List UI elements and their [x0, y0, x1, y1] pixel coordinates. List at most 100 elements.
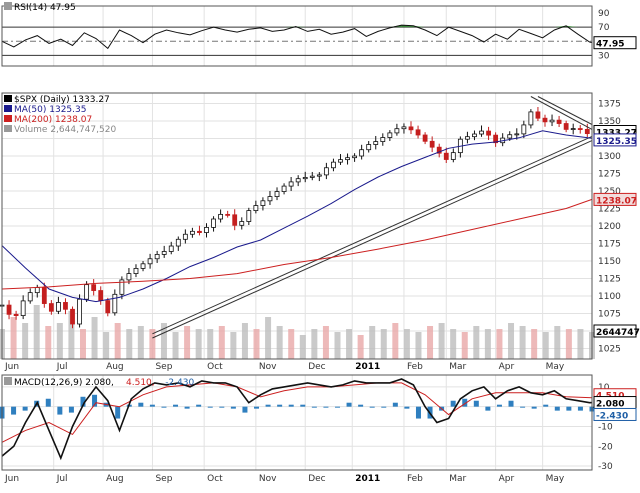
price-candle-body	[359, 149, 365, 157]
macd-value-tag: 2.080	[596, 400, 624, 410]
price-value-tag: 1325.35	[596, 137, 637, 147]
y-tick-label: 10	[598, 383, 610, 393]
price-candle-body	[408, 126, 414, 131]
price-candle-body	[493, 134, 499, 144]
macd-x-label: Nov	[259, 474, 277, 484]
macd-legend-label: 4.510,	[126, 378, 155, 388]
volume-bar	[322, 326, 329, 359]
macd-histogram-bar	[334, 406, 340, 408]
price-candle-body	[84, 284, 90, 300]
rsi-tick-label: 70	[598, 23, 610, 33]
rsi-overbought-fill	[566, 25, 578, 28]
macd-histogram-bar	[300, 404, 306, 407]
volume-bar	[346, 329, 353, 359]
trend-line-upper-2	[537, 96, 593, 125]
price-candle-body	[415, 129, 421, 136]
price-value-tag-box	[593, 192, 637, 206]
macd-histogram-bar	[288, 404, 294, 407]
y-tick-label: -30	[598, 462, 613, 472]
price-candle-body	[260, 200, 266, 206]
rsi-value-tag-box	[593, 36, 637, 50]
price-candle-body	[521, 124, 527, 135]
macd-histogram-bar	[520, 406, 526, 408]
price-candle-body	[535, 111, 541, 119]
volume-bar	[149, 329, 156, 359]
price-candle-body	[133, 268, 139, 275]
macd-histogram-bar	[358, 404, 364, 407]
y-tick-label: 1350	[598, 117, 621, 127]
price-legend-swatch	[4, 115, 12, 122]
price-candle-body	[27, 292, 33, 302]
volume-bar	[103, 332, 110, 359]
rsi-panel-frame	[1, 5, 593, 67]
macd-histogram-bar	[207, 406, 213, 408]
volume-bar	[230, 332, 237, 359]
macd-histogram-bar	[254, 406, 260, 409]
price-candle-body	[105, 300, 111, 314]
price-candle-body	[323, 167, 329, 176]
price-legend-swatch	[4, 125, 12, 132]
macd-histogram-bar	[68, 406, 74, 413]
y-tick-label: 1150	[598, 257, 621, 267]
price-candle-body	[232, 214, 238, 226]
price-candle-body	[563, 123, 569, 130]
price-candle-body	[6, 304, 12, 315]
price-candle-body	[338, 159, 343, 163]
volume-bar	[519, 326, 526, 359]
price-candle-body	[345, 157, 350, 161]
price-candle-body	[514, 133, 520, 136]
price-candle-body	[584, 128, 590, 134]
volume-bar	[554, 326, 561, 359]
y-tick-label: 1225	[598, 205, 621, 215]
macd-histogram-bar	[531, 406, 537, 409]
volume-bar	[299, 335, 306, 359]
price-candle-body	[309, 175, 315, 178]
volume-bar	[392, 323, 399, 359]
macd-histogram-bar	[311, 406, 317, 408]
macd-histogram-bar	[404, 406, 410, 409]
price-candle-body	[119, 279, 125, 295]
price-candle-body	[112, 293, 118, 314]
macd-x-label: May	[546, 474, 565, 484]
macd-histogram-bar	[462, 398, 468, 407]
price-candle-body	[394, 128, 400, 134]
price-candle-body	[56, 302, 61, 312]
volume-bar	[91, 317, 98, 359]
volume-bar	[160, 323, 167, 359]
price-candle-body	[472, 133, 477, 138]
macd-histogram-bar	[45, 398, 51, 407]
macd-histogram-bar	[115, 406, 121, 419]
rsi-line	[1, 24, 593, 50]
volume-bar	[22, 323, 29, 359]
price-candle-body	[352, 155, 357, 159]
macd-histogram-bar	[543, 404, 549, 407]
price-candle-body	[225, 213, 231, 216]
price-x-label: Jul	[56, 362, 68, 372]
price-candle-body	[175, 238, 181, 247]
macd-histogram-bar	[11, 406, 17, 415]
y-tick-label: 1175	[598, 240, 621, 250]
volume-bar	[473, 326, 480, 359]
macd-histogram-bar	[496, 404, 502, 407]
macd-x-label: Apr	[499, 474, 515, 484]
price-candle-body	[168, 245, 174, 252]
macd-histogram-bar	[149, 404, 155, 407]
price-candle-body	[465, 136, 470, 140]
price-candle-body	[41, 287, 47, 304]
macd-histogram-bar	[230, 406, 236, 409]
price-candle-body	[373, 141, 379, 145]
volume-bar	[184, 326, 191, 359]
price-candle-body	[77, 298, 82, 325]
macd-histogram-bar	[138, 402, 144, 407]
macd-histogram-bar	[392, 402, 398, 407]
price-candle-body	[443, 152, 449, 160]
price-candle-body	[479, 130, 484, 135]
volume-bar	[288, 329, 295, 359]
price-candle-body	[387, 132, 393, 138]
price-candle-body	[302, 177, 308, 180]
macd-histogram-bar	[323, 406, 329, 408]
price-candle-body	[295, 178, 301, 183]
price-candle-body	[556, 119, 562, 124]
y-tick-label: -20	[598, 442, 613, 452]
price-candle-body	[253, 205, 259, 211]
